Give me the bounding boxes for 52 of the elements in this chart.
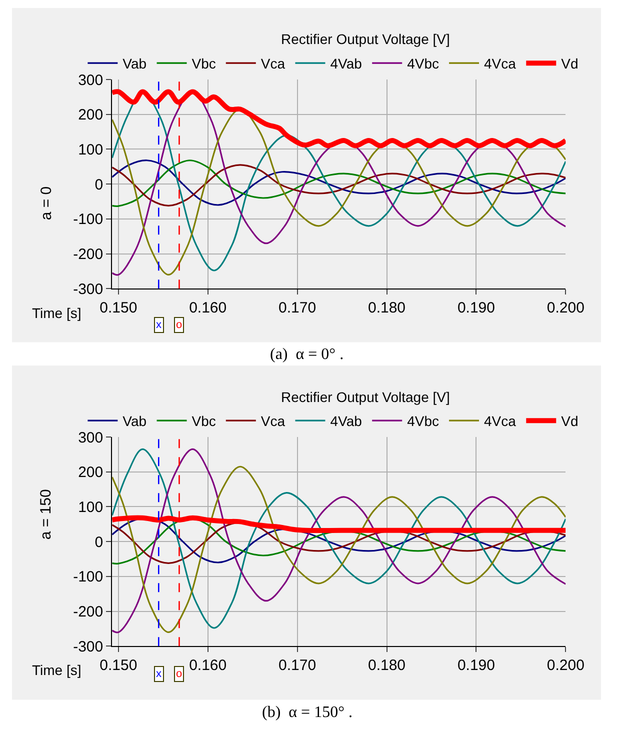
legend-label: Vca: [260, 413, 286, 430]
y-tick-label: 0: [94, 534, 104, 551]
x-tick-label: 0.160: [189, 657, 227, 674]
legend-label: 4Vab: [330, 56, 362, 72]
y-tick-label: 300: [78, 72, 104, 89]
chart-title: Rectifier Output Voltage [V]: [281, 31, 450, 47]
y-axis-title: a = 150: [37, 489, 54, 540]
x-tick-label: 0.150: [100, 300, 138, 317]
x-tick-label: 0.200: [546, 657, 584, 674]
y-tick-label: 300: [78, 429, 104, 446]
x-tick-label: 0.180: [368, 657, 406, 674]
ref-line-label: o: [176, 668, 182, 680]
legend-label: Vab: [122, 413, 147, 430]
legend-label: Vd: [561, 413, 578, 430]
y-tick-label: 200: [78, 464, 104, 482]
y-tick-label: -100: [73, 211, 104, 228]
legend-label: Vbc: [192, 413, 216, 430]
y-tick-label: 200: [78, 106, 104, 124]
legend-label: Vbc: [192, 56, 216, 72]
legend-label: 4Vbc: [407, 56, 440, 72]
text: (b) α = 150° .: [262, 704, 352, 721]
ref-line-label: x: [156, 319, 162, 331]
y-tick-label: -200: [73, 246, 104, 264]
legend-label: 4Vab: [330, 413, 362, 430]
y-tick-label: 100: [78, 141, 104, 158]
ref-line-label: x: [156, 668, 162, 680]
y-tick-label: 100: [78, 498, 104, 516]
x-tick-label: 0.150: [100, 657, 138, 674]
legend-label: 4Vca: [484, 56, 516, 72]
y-tick-label: 0: [94, 176, 104, 194]
y-axis-title: a = 0: [38, 186, 55, 220]
x-tick-label: 0.200: [546, 300, 584, 317]
chart-title: Rectifier Output Voltage [V]: [281, 389, 450, 405]
legend-label: Vca: [260, 56, 286, 72]
x-tick-label: 0.170: [278, 300, 316, 317]
ref-line-label: o: [176, 319, 182, 331]
legend-label: Vab: [122, 56, 147, 72]
y-tick-label: -200: [73, 604, 104, 621]
x-axis-title: Time [s]: [32, 305, 82, 321]
text: (a) α = 0° .: [270, 346, 344, 363]
x-tick-label: 0.190: [457, 657, 495, 674]
y-tick-label: -300: [73, 280, 104, 298]
x-tick-label: 0.190: [457, 300, 495, 317]
x-axis-title: Time [s]: [32, 662, 82, 678]
legend-label: 4Vbc: [407, 413, 440, 430]
legend-label: 4Vca: [484, 413, 516, 430]
y-tick-label: -300: [73, 638, 104, 656]
x-tick-label: 0.170: [278, 657, 316, 674]
x-tick-label: 0.180: [368, 300, 406, 317]
y-tick-label: -100: [73, 568, 104, 586]
legend-label: Vd: [561, 56, 578, 72]
x-tick-label: 0.160: [189, 300, 227, 317]
